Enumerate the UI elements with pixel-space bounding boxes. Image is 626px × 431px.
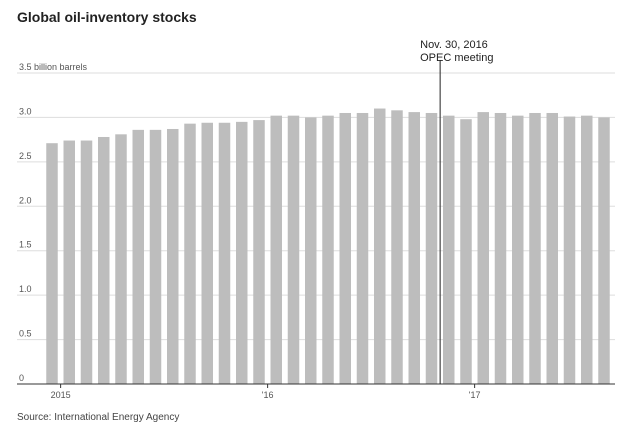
- bar: [563, 116, 576, 384]
- y-tick-label: 3.0: [19, 106, 32, 116]
- bar: [374, 108, 386, 385]
- x-tick-label: '16: [262, 390, 274, 400]
- bar: [253, 120, 265, 384]
- bar: [218, 122, 231, 384]
- y-tick-label: 1.0: [19, 284, 32, 294]
- bar: [115, 134, 127, 384]
- chart-title: Global oil-inventory stocks: [17, 9, 197, 25]
- bar: [460, 119, 472, 384]
- bar: [270, 115, 282, 384]
- bar: [167, 128, 179, 384]
- bar: [63, 140, 75, 384]
- bar: [339, 112, 351, 384]
- bar: [322, 115, 334, 384]
- bar: [546, 112, 558, 384]
- annotation-label-event: OPEC meeting: [420, 52, 493, 64]
- bar: [236, 121, 248, 384]
- bar: [598, 117, 610, 384]
- annotation-label-date: Nov. 30, 2016: [420, 39, 488, 51]
- bar: [356, 112, 369, 384]
- bar: [287, 115, 300, 384]
- x-axis: 2015 '16 '17: [17, 383, 615, 400]
- y-tick-label: 0.5: [19, 329, 32, 339]
- bar: [529, 112, 541, 384]
- bar: [132, 129, 144, 384]
- bar: [425, 112, 438, 384]
- bar: [494, 112, 507, 384]
- bar: [408, 112, 420, 385]
- y-tick-label: 0: [19, 373, 24, 383]
- bar: [46, 143, 58, 384]
- y-tick-labels: 0 0.5 1.0 1.5 2.0 2.5 3.0 3.5 billion barrels: [19, 62, 88, 383]
- y-tick-label: 2.5: [19, 151, 32, 161]
- bar: [581, 115, 593, 384]
- bar: [184, 123, 196, 385]
- bar: [477, 112, 489, 385]
- x-tick-label: 2015: [51, 390, 71, 400]
- y-tick-label: 2.0: [19, 195, 32, 205]
- bar: [201, 122, 213, 384]
- y-tick-label: 3.5 billion barrels: [19, 62, 88, 72]
- x-tick-label: '17: [469, 390, 481, 400]
- bar: [512, 115, 524, 384]
- bar: [443, 115, 455, 384]
- bars: [46, 108, 610, 385]
- y-tick-label: 1.5: [19, 240, 32, 250]
- bar: [305, 117, 317, 384]
- chart-source: Source: International Energy Agency: [17, 412, 180, 423]
- bar: [149, 129, 162, 384]
- bar: [98, 136, 110, 384]
- bar: [391, 110, 403, 384]
- bar: [80, 140, 93, 384]
